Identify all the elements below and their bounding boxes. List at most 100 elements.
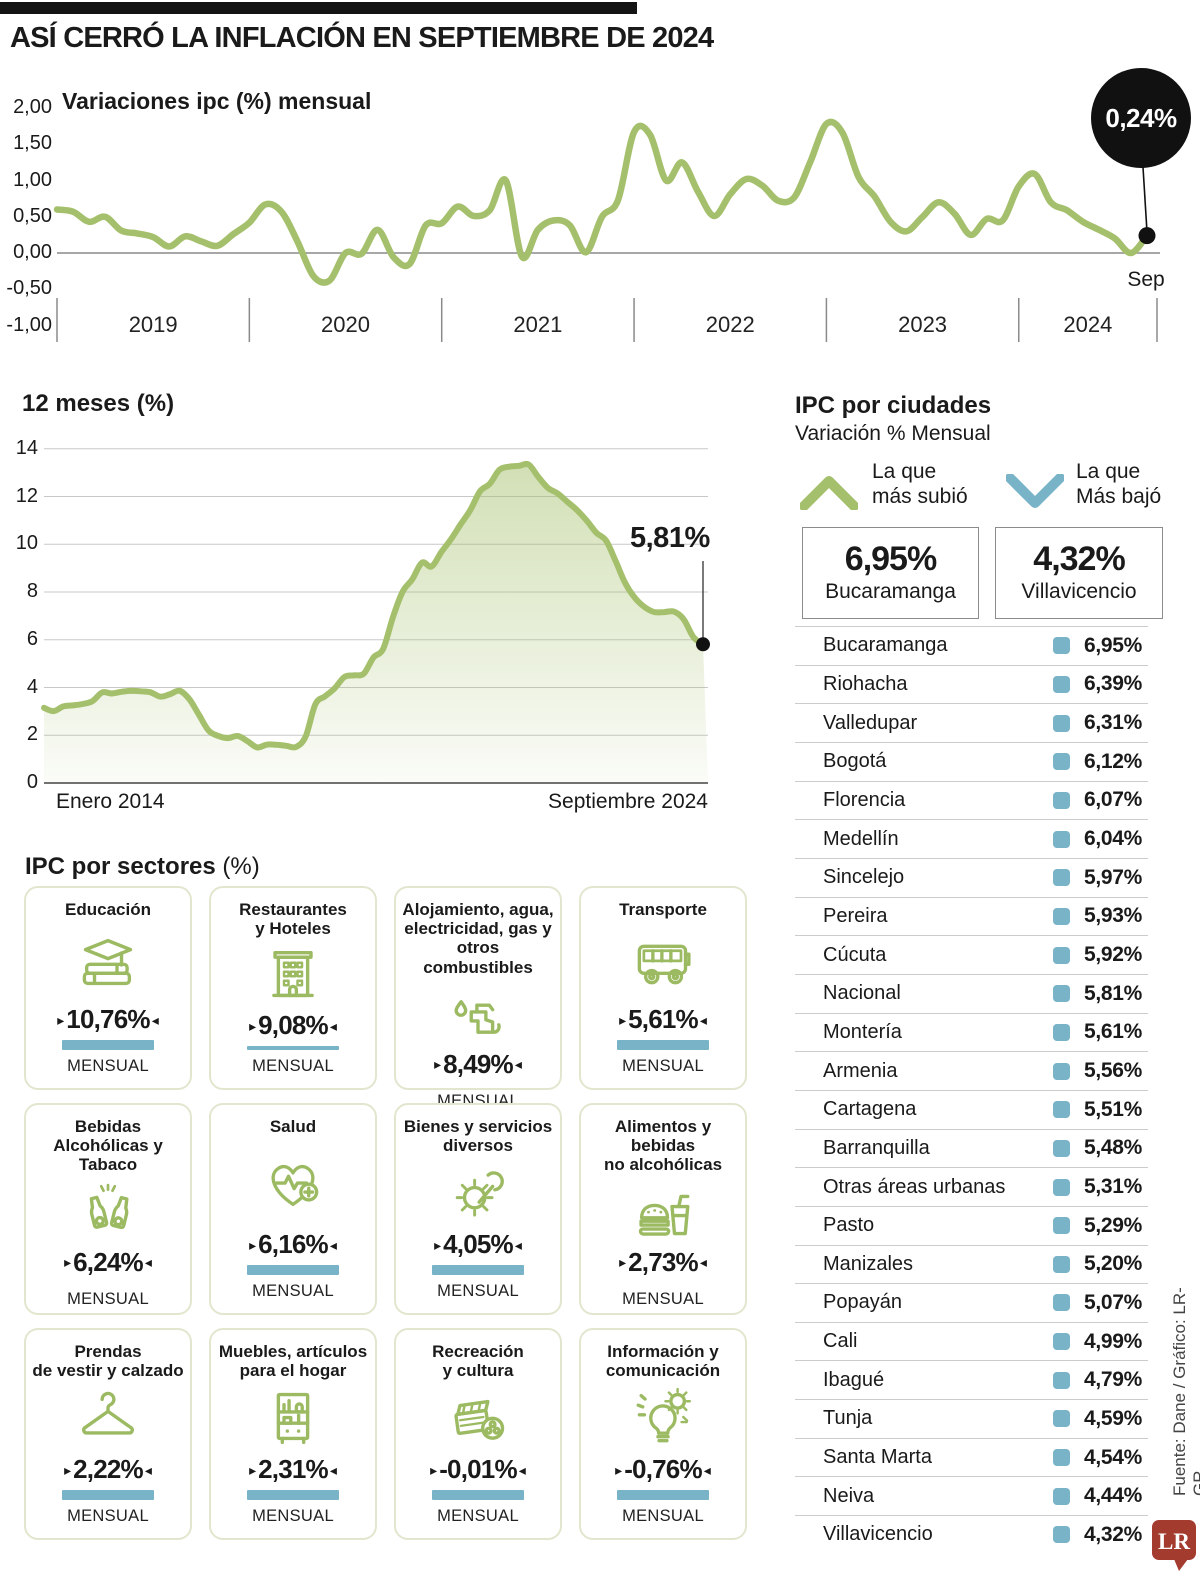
right-triangle-icon: ▸ <box>249 1017 257 1034</box>
y-axis-tick-label: 0,00 <box>13 241 52 263</box>
right-triangle-icon: ▸ <box>249 1461 257 1478</box>
chevron-down-icon <box>1006 474 1064 508</box>
city-value-group: 5,61% <box>1053 1020 1148 1044</box>
city-name: Cali <box>823 1330 858 1353</box>
svg-text:LR: LR <box>1158 1529 1190 1554</box>
sector-card: Bienes y servicios diversos ▸ 4,05% ◂ ME… <box>394 1103 562 1315</box>
sector-value-row: ▸ 2,73% ◂ <box>619 1247 707 1278</box>
city-name: Neiva <box>823 1484 875 1507</box>
sector-value-row: ▸ 8,49% ◂ <box>434 1049 522 1080</box>
period-label: MENSUAL <box>67 1289 149 1308</box>
city-value: 5,07% <box>1083 1290 1142 1314</box>
y-axis-tick-label: 0,50 <box>13 204 52 227</box>
city-value-group: 5,31% <box>1053 1175 1148 1199</box>
sector-name: Alimentos y bebidas no alcohólicas <box>603 1117 723 1175</box>
sector-value: -0,01% <box>439 1454 517 1484</box>
right-triangle-icon: ▸ <box>57 1011 65 1028</box>
city-name: Medellín <box>823 827 899 850</box>
period-label: MENSUAL <box>67 1507 149 1525</box>
city-value-group: 4,32% <box>1053 1523 1148 1547</box>
right-triangle-icon: ▸ <box>619 1011 627 1028</box>
sector-value: 8,49% <box>443 1048 514 1079</box>
bullet-square-icon <box>1053 637 1070 655</box>
city-name: Popayán <box>823 1291 902 1314</box>
city-list: Bucaramanga 6,95% Riohacha 6,39% Valledupar 6… <box>795 626 1148 1554</box>
value-underline-bar <box>247 1265 339 1275</box>
sector-name: Bienes y servicios diversos <box>403 1117 553 1156</box>
left-triangle-icon: ◂ <box>514 1236 522 1253</box>
city-value: 4,99% <box>1083 1329 1142 1353</box>
left-triangle-icon: ◂ <box>699 1011 707 1028</box>
top-accent-bar <box>0 2 637 14</box>
left-triangle-icon: ◂ <box>518 1461 526 1478</box>
city-value: 4,32% <box>1083 1522 1142 1546</box>
y-axis-tick-label: 10 <box>15 532 38 555</box>
sector-value-row: ▸ -0,76% ◂ <box>615 1454 711 1485</box>
city-value-group: 4,54% <box>1053 1446 1148 1470</box>
latest-value-callout: 0,24% <box>1091 68 1191 168</box>
city-value: 5,48% <box>1083 1136 1142 1160</box>
city-value: 4,59% <box>1083 1406 1142 1430</box>
sector-value-row: ▸ 2,31% ◂ <box>249 1454 337 1485</box>
city-name: Nacional <box>823 982 901 1005</box>
y-axis-tick-label: -1,00 <box>6 313 52 336</box>
y-axis-tick-label: 8 <box>26 580 38 602</box>
city-row: Tunja 4,59% <box>795 1399 1148 1438</box>
city-row: Cúcuta 5,92% <box>795 935 1148 974</box>
highest-city-value: 6,95% <box>844 540 937 579</box>
sector-name: Salud <box>269 1117 317 1136</box>
lowest-city-value: 4,32% <box>1033 540 1125 579</box>
bullet-square-icon <box>1053 907 1070 925</box>
twelve-month-area-chart <box>41 448 710 784</box>
city-name: Barranquilla <box>823 1136 930 1159</box>
city-name: Cúcuta <box>823 943 887 966</box>
education-icon <box>69 919 147 1004</box>
city-name: Armenia <box>823 1059 898 1082</box>
latest-twelve-month-value: 5,81% <box>630 522 710 554</box>
value-underline-bar <box>62 1490 154 1500</box>
y-axis-tick-label: 2 <box>26 723 38 746</box>
city-value: 5,51% <box>1083 1097 1142 1121</box>
chevron-up-icon <box>800 476 858 510</box>
city-value: 6,04% <box>1083 827 1142 851</box>
x-axis-year-label: 2024 <box>1063 312 1113 337</box>
clothing-icon <box>69 1380 147 1454</box>
sector-name: Educación <box>65 900 151 919</box>
highest-city-box: 6,95% Bucaramanga <box>802 527 979 619</box>
sector-card-grid: Educación ▸ 10,76% ◂ MENSUAL Restaurante… <box>24 886 747 1540</box>
city-value-group: 5,81% <box>1053 982 1148 1006</box>
city-value: 4,44% <box>1083 1484 1142 1508</box>
city-value: 5,93% <box>1083 904 1142 928</box>
bullet-square-icon <box>1053 1371 1070 1389</box>
health-icon <box>254 1136 332 1229</box>
sector-card: Salud ▸ 6,16% ◂ MENSUAL <box>209 1103 377 1315</box>
city-row: Pasto 5,29% <box>795 1205 1148 1245</box>
value-underline-bar <box>247 1046 339 1050</box>
y-axis-tick-label: 2,00 <box>13 96 52 118</box>
city-row: Otras áreas urbanas 5,31% <box>795 1167 1148 1206</box>
left-triangle-icon: ◂ <box>703 1461 711 1478</box>
y-axis-tick-label: 12 <box>15 484 38 507</box>
sector-card: Muebles, artículos para el hogar ▸ 2,31%… <box>209 1328 377 1540</box>
right-triangle-icon: ▸ <box>249 1236 257 1253</box>
sectors-title: IPC por sectores (%) <box>25 853 260 880</box>
period-label: MENSUAL <box>622 1507 704 1525</box>
city-name: Valledupar <box>823 711 918 734</box>
city-row: Sincelejo 5,97% <box>795 857 1148 897</box>
monthly-chart-title: Variaciones ipc (%) mensual <box>62 88 372 114</box>
bullet-square-icon <box>1053 869 1070 887</box>
sector-card: Recreación y cultura ▸ -0,01% ◂ MENSUAL <box>394 1328 562 1540</box>
services-icon <box>439 1155 517 1229</box>
sector-name: Bebidas Alcohólicas y Tabaco <box>53 1117 163 1175</box>
hotel-icon <box>254 938 332 1010</box>
drinks-icon <box>69 1175 147 1247</box>
city-value: 5,61% <box>1083 1020 1142 1044</box>
city-value: 5,81% <box>1083 981 1142 1005</box>
city-value-group: 6,07% <box>1053 788 1148 812</box>
city-value: 6,07% <box>1083 788 1142 812</box>
city-name: Manizales <box>823 1252 914 1275</box>
left-triangle-icon: ◂ <box>699 1254 707 1271</box>
bullet-square-icon <box>1053 1062 1070 1080</box>
city-value-group: 4,59% <box>1053 1407 1148 1431</box>
highest-city-name: Bucaramanga <box>825 579 956 603</box>
